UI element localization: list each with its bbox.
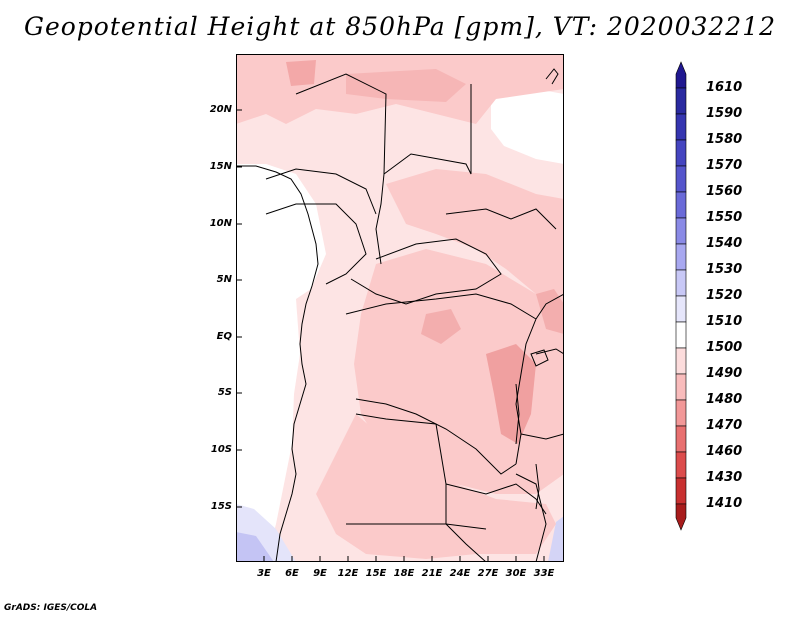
lon-label-30e: 30E xyxy=(505,568,527,579)
colorbar-segment xyxy=(675,61,687,89)
colorbar-label-1520: 1520 xyxy=(706,288,743,303)
colorbar-label-1480: 1480 xyxy=(706,392,743,407)
lake-malawi xyxy=(535,463,540,510)
border-nigeria xyxy=(265,203,367,285)
footer-credit: GrADS: IGES/COLA xyxy=(4,603,98,613)
lat-ticks xyxy=(236,109,242,508)
lat-label-5s: 5S xyxy=(217,387,232,398)
lat-label-15n: 15N xyxy=(209,161,232,172)
lon-label-27e: 27E xyxy=(477,568,499,579)
lon-ticks xyxy=(263,556,545,562)
colorbar-segment xyxy=(675,399,687,427)
coast-east xyxy=(545,68,559,85)
lon-label-21e: 21E xyxy=(421,568,443,579)
border-chad-sudan xyxy=(375,173,385,265)
height-field xyxy=(236,54,564,562)
field-1480-rift xyxy=(486,344,536,444)
lon-label-12e: 12E xyxy=(337,568,359,579)
field-1480-north2 xyxy=(346,69,466,102)
field-1490-angola xyxy=(316,414,556,559)
colorbar-segment xyxy=(675,165,687,193)
map-panel xyxy=(236,54,564,562)
border-tanzania xyxy=(520,433,564,440)
colorbar-segment xyxy=(675,269,687,297)
border-kenya xyxy=(535,348,564,355)
colorbar-segment xyxy=(675,321,687,349)
colorbar-label-1530: 1530 xyxy=(706,262,743,277)
colorbar-label-1430: 1430 xyxy=(706,470,743,485)
border-drc-south xyxy=(355,398,517,475)
field-1510-northeast xyxy=(491,89,564,164)
field-1530-southwest xyxy=(236,532,274,562)
colorbar-label-1560: 1560 xyxy=(706,184,743,199)
field-1510-west xyxy=(236,164,276,204)
border-namibia xyxy=(346,523,487,530)
border-drc-north xyxy=(345,293,537,320)
map-title: Geopotential Height at 850hPa [gpm], VT:… xyxy=(23,12,777,41)
border-mozambique xyxy=(515,473,547,562)
colorbar xyxy=(675,61,687,531)
colorbar-label-1590: 1590 xyxy=(706,106,743,121)
border-niger-chad xyxy=(265,168,377,215)
colorbar-segment xyxy=(675,451,687,479)
lat-label-20n: 20N xyxy=(209,104,232,115)
colorbar-label-1500: 1500 xyxy=(706,340,743,355)
field-1520-southeast xyxy=(548,516,564,562)
colorbar-label-1460: 1460 xyxy=(706,444,743,459)
country-borders xyxy=(236,68,564,562)
lon-label-15e: 15E xyxy=(365,568,387,579)
border-east-africa xyxy=(535,293,564,320)
colorbar-segment xyxy=(675,425,687,453)
field-1490-sahel xyxy=(386,169,564,314)
colorbar-segment xyxy=(675,503,687,531)
lon-label-6e: 6E xyxy=(285,568,299,579)
colorbar-label-1570: 1570 xyxy=(706,158,743,173)
colorbar-label-1410: 1410 xyxy=(706,496,743,511)
lon-label-33e: 33E xyxy=(533,568,555,579)
colorbar-segment xyxy=(675,243,687,271)
lon-label-24e: 24E xyxy=(449,568,471,579)
colorbar-segment xyxy=(675,139,687,167)
colorbar-segment xyxy=(675,191,687,219)
colorbar-segment xyxy=(675,347,687,375)
colorbar-label-1490: 1490 xyxy=(706,366,743,381)
border-sudan-southsudan xyxy=(445,208,557,230)
border-botswana xyxy=(445,523,487,562)
colorbar-label-1550: 1550 xyxy=(706,210,743,225)
colorbar-segments xyxy=(675,61,687,531)
lon-label-18e: 18E xyxy=(393,568,415,579)
lat-label-15s: 15S xyxy=(210,501,232,512)
colorbar-label-1610: 1610 xyxy=(706,80,743,95)
lat-label-10s: 10S xyxy=(210,444,232,455)
colorbar-label-1510: 1510 xyxy=(706,314,743,329)
lat-label-eq: EQ xyxy=(216,331,232,342)
colorbar-segment xyxy=(675,477,687,505)
colorbar-label-1580: 1580 xyxy=(706,132,743,147)
colorbar-segment xyxy=(675,113,687,141)
lat-label-5n: 5N xyxy=(216,274,232,285)
colorbar-label-1540: 1540 xyxy=(706,236,743,251)
colorbar-segment xyxy=(675,87,687,115)
border-algeria-libya xyxy=(295,73,387,175)
border-libya-egypt xyxy=(383,84,472,175)
lake-victoria xyxy=(530,349,549,367)
map-frame xyxy=(236,54,564,562)
colorbar-label-1470: 1470 xyxy=(706,418,743,433)
field-1510-ocean xyxy=(236,164,326,562)
border-car xyxy=(350,238,502,305)
coastline-west xyxy=(236,165,319,562)
field-1480-north xyxy=(286,60,316,86)
colorbar-segment xyxy=(675,295,687,323)
colorbar-segment xyxy=(675,217,687,245)
field-1480-east xyxy=(536,289,564,334)
lon-label-3e: 3E xyxy=(257,568,271,579)
field-1480-congo xyxy=(421,309,461,344)
lat-label-10n: 10N xyxy=(209,218,232,229)
border-angola-zambia xyxy=(355,413,447,524)
border-zambia-zimbabwe xyxy=(445,483,547,515)
lon-label-9e: 9E xyxy=(313,568,327,579)
border-drc-east xyxy=(515,318,537,465)
colorbar-segment xyxy=(675,373,687,401)
lake-tanganyika xyxy=(515,383,520,445)
